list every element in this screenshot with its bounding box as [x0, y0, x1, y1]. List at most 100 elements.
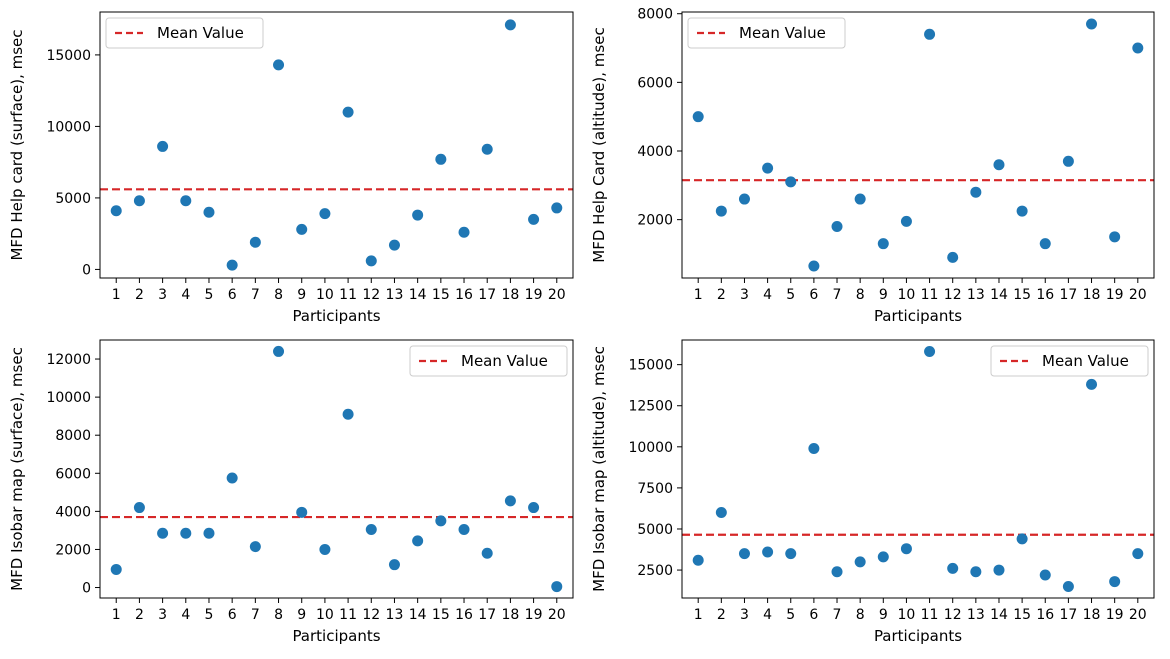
x-tick-label: 4: [763, 607, 772, 623]
chart-panel-3: 1 2 3 4 5 6 7 8 9 10 11 12 13 14 15 16 17 18 19 20020004000…: [8, 339, 574, 645]
data-point: [924, 28, 936, 40]
x-tick-label: 1: [112, 607, 121, 623]
x-tick-label: 14: [409, 287, 427, 303]
data-point: [970, 566, 982, 578]
legend-label: Mean Value: [461, 352, 548, 370]
data-point: [319, 208, 331, 220]
data-point: [762, 546, 774, 558]
y-tick-label: 6000: [55, 466, 91, 482]
x-tick-label: 14: [409, 607, 427, 623]
y-tick-label: 5000: [637, 522, 673, 538]
data-point: [970, 186, 982, 198]
data-point: [296, 223, 308, 235]
x-tick-label: 17: [1059, 607, 1077, 623]
axes-frame: [99, 339, 574, 599]
data-point: [1039, 238, 1051, 250]
x-tick-label: 2: [717, 287, 726, 303]
y-tick-label: 10000: [46, 390, 91, 406]
x-tick-label: 8: [274, 607, 283, 623]
data-point: [808, 442, 820, 454]
data-point: [692, 111, 704, 123]
y-tick-label: 10000: [628, 440, 673, 456]
y-tick-label: 8000: [55, 428, 91, 444]
x-axis-label: Participants: [292, 307, 380, 325]
x-tick-label: 5: [786, 607, 795, 623]
y-tick-label: 8000: [637, 7, 673, 23]
data-point: [1132, 42, 1144, 54]
x-tick-label: 9: [879, 607, 888, 623]
data-point: [319, 543, 331, 555]
data-point: [528, 213, 540, 225]
data-point: [1016, 533, 1028, 545]
x-tick-label: 7: [833, 607, 842, 623]
data-point: [900, 215, 912, 227]
legend: Mean Value: [687, 17, 846, 49]
x-tick-label: 6: [809, 287, 818, 303]
x-tick-label: 15: [1013, 287, 1031, 303]
x-tick-label: 10: [316, 287, 334, 303]
x-tick-label: 12: [944, 287, 962, 303]
legend-label: Mean Value: [739, 24, 826, 42]
x-tick-label: 6: [228, 287, 237, 303]
data-point: [924, 346, 936, 358]
x-tick-label: 14: [990, 287, 1008, 303]
x-tick-label: 13: [386, 287, 404, 303]
x-tick-label: 3: [158, 287, 167, 303]
x-tick-label: 19: [525, 607, 543, 623]
axes-frame: [99, 11, 574, 279]
data-point: [273, 59, 285, 71]
x-tick-label: 15: [432, 607, 450, 623]
x-tick-label: 1: [694, 607, 703, 623]
x-tick-label: 17: [1059, 287, 1077, 303]
x-tick-label: 17: [478, 287, 496, 303]
x-tick-label: 4: [763, 287, 772, 303]
x-tick-label: 19: [525, 287, 543, 303]
x-tick-label: 12: [944, 607, 962, 623]
y-tick-label: 2000: [637, 213, 673, 229]
chart-panel-2: 1 2 3 4 5 6 7 8 9 10 11 12 13 14 15 16 17 18 19 20200040006…: [590, 7, 1155, 325]
y-tick-label: 12000: [46, 352, 91, 368]
y-tick-label: 15000: [628, 358, 673, 374]
data-point: [877, 551, 889, 563]
data-point: [993, 564, 1005, 576]
y-tick-label: 2500: [637, 563, 673, 579]
x-tick-label: 10: [898, 607, 916, 623]
data-point: [993, 159, 1005, 171]
x-tick-label: 4: [181, 607, 190, 623]
data-point: [342, 408, 354, 420]
data-point: [365, 523, 377, 535]
x-tick-label: 6: [809, 607, 818, 623]
x-tick-label: 4: [181, 287, 190, 303]
data-point: [435, 153, 447, 165]
x-tick-label: 5: [205, 607, 214, 623]
x-tick-label: 16: [1036, 287, 1054, 303]
data-point: [504, 19, 516, 31]
data-point: [551, 581, 563, 593]
x-tick-label: 16: [1036, 607, 1054, 623]
legend-box: [105, 17, 264, 49]
legend-label: Mean Value: [157, 24, 244, 42]
x-tick-label: 11: [339, 287, 357, 303]
x-axis-label: Participants: [292, 627, 380, 645]
y-axis-label: MFD Isobar map (surface), msec: [8, 347, 26, 591]
chart-panel-4: 1 2 3 4 5 6 7 8 9 10 11 12 13 14 15 16 17 18 19 20250050007…: [590, 339, 1155, 645]
data-point: [715, 507, 727, 519]
y-axis-label: MFD Isobar map (altitude), msec: [590, 346, 608, 592]
y-tick-label: 6000: [637, 75, 673, 91]
x-tick-label: 20: [1129, 287, 1147, 303]
x-tick-label: 5: [205, 287, 214, 303]
x-tick-label: 11: [339, 607, 357, 623]
data-point: [180, 195, 192, 207]
data-point: [133, 502, 145, 514]
x-tick-label: 16: [455, 287, 473, 303]
x-tick-label: 3: [158, 607, 167, 623]
data-point: [854, 193, 866, 205]
x-tick-label: 18: [501, 287, 519, 303]
y-axis-label: MFD Help Card (altitude), msec: [590, 27, 608, 262]
data-point: [133, 195, 145, 207]
x-tick-label: 13: [386, 607, 404, 623]
x-tick-label: 6: [228, 607, 237, 623]
x-tick-label: 8: [274, 287, 283, 303]
chart-panel-1: 1 2 3 4 5 6 7 8 9 10 11 12 13 14 15 16 17 18 19 20050001000…: [8, 11, 574, 325]
legend: Mean Value: [990, 345, 1149, 377]
